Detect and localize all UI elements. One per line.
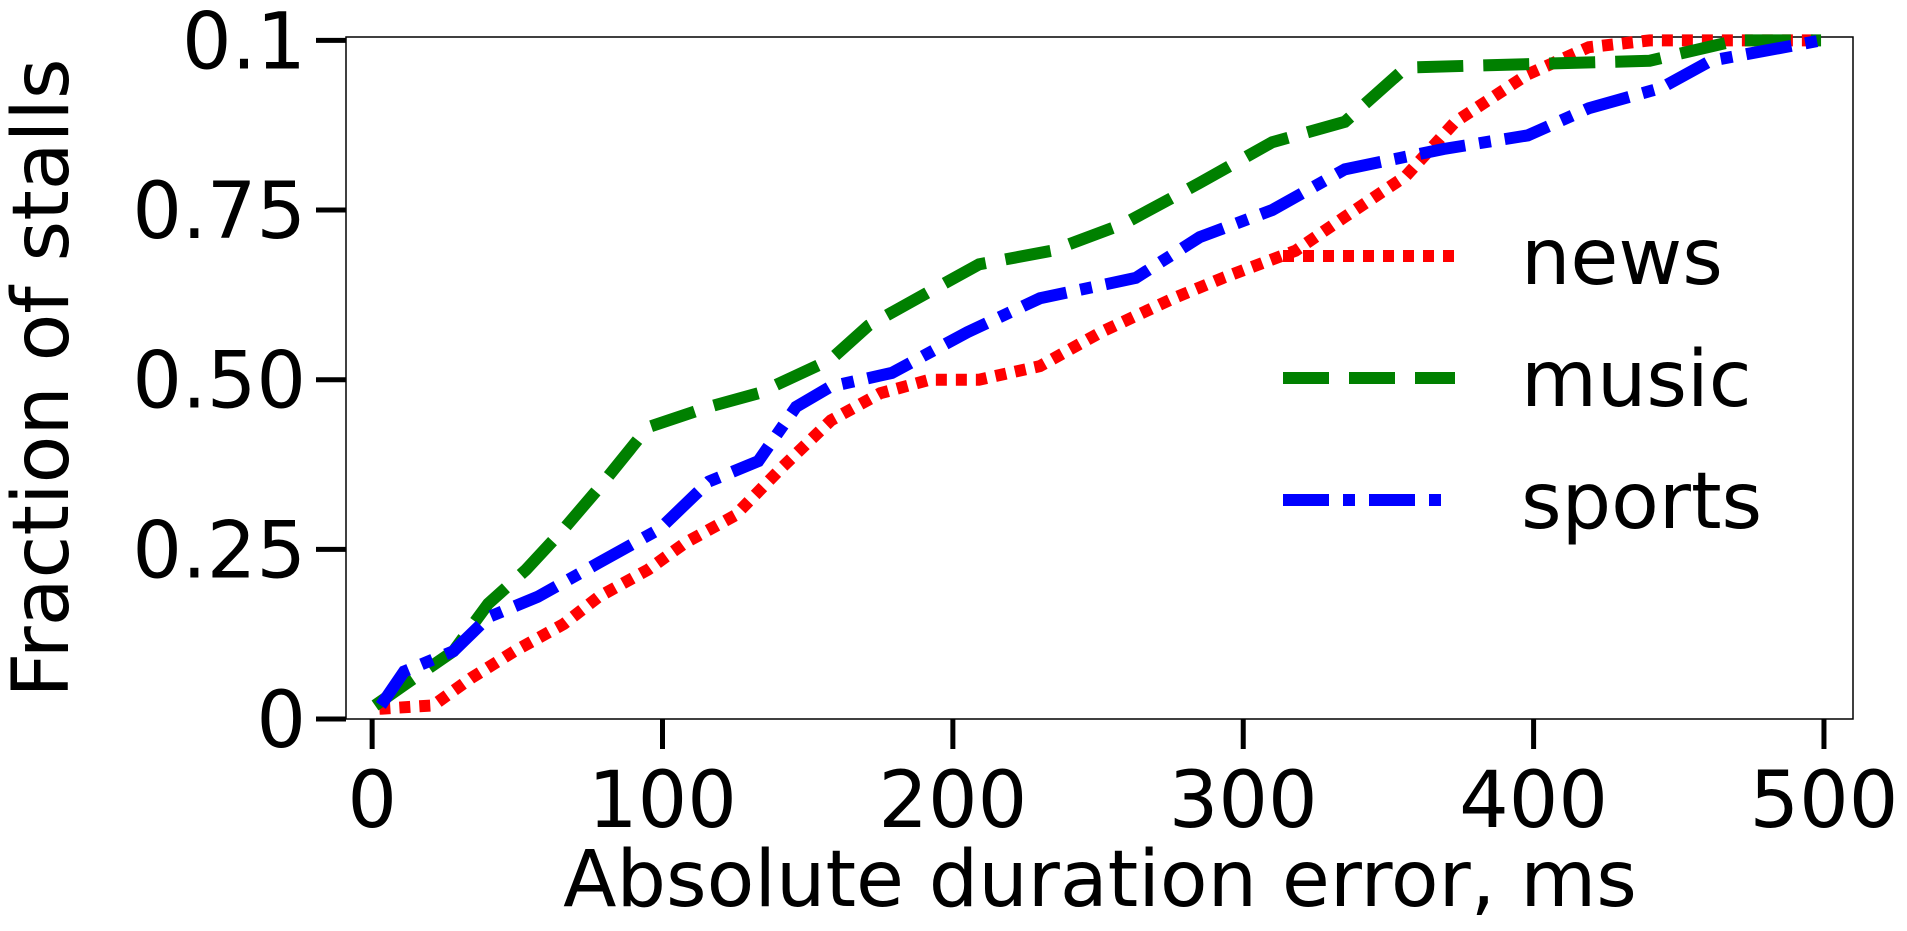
series-line [379,34,1822,715]
x-tick-label: 100 [588,756,737,846]
y-tick-label: 0 [256,676,306,766]
legend-label: sports [1521,457,1762,547]
x-tick-label: 0 [347,756,397,846]
y-axis-title: Fraction of stalls [0,58,87,697]
legend-label: music [1521,335,1752,425]
y-tick-label: 0.1 [182,0,306,87]
x-axis-title: Absolute duration error, ms [563,835,1637,925]
y-tick-label: 0.25 [132,506,306,596]
series-line [375,34,1823,709]
x-tick-label: 200 [878,756,1027,846]
x-tick-label: 300 [1169,756,1318,846]
series-line [371,34,1822,711]
x-tick-label: 500 [1750,756,1899,846]
y-tick-label: 0.50 [132,337,306,427]
legend-label: news [1521,213,1723,303]
y-tick-label: 0.75 [132,167,306,257]
x-tick-label: 400 [1459,756,1608,846]
